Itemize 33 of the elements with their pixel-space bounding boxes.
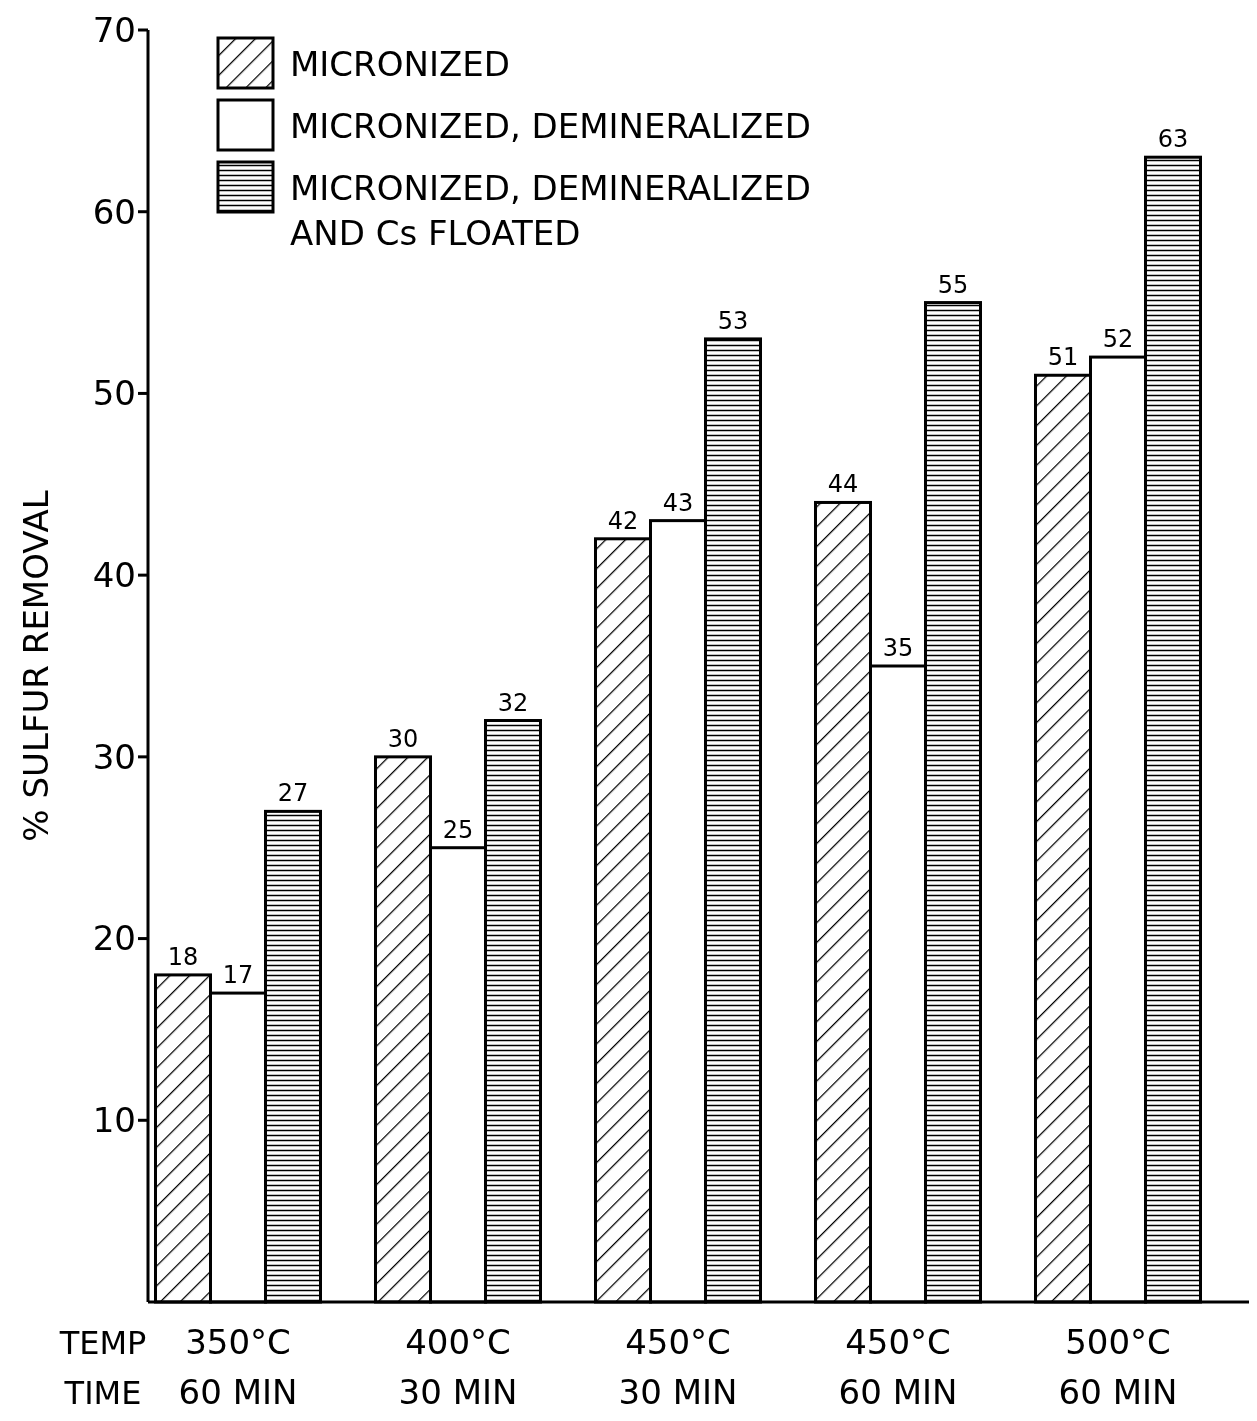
- y-axis-title: % SULFUR REMOVAL: [16, 490, 56, 842]
- data-label: 55: [937, 270, 969, 299]
- text: TIME: [63, 1374, 142, 1412]
- data-label: 27: [277, 779, 309, 808]
- data-label: 42: [607, 506, 639, 535]
- text: TEMP: [58, 1324, 147, 1362]
- data-label: 53: [717, 306, 749, 335]
- legend-label: MICRONIZED, DEMINERALIZED AND Cs FLOATED: [290, 168, 811, 253]
- y-tick-label: 40: [92, 555, 136, 596]
- y-tick-label: 10: [92, 1100, 136, 1141]
- data-label: 43: [662, 488, 694, 517]
- y-tick-label: 60: [92, 191, 136, 232]
- data-label: 51: [1047, 343, 1079, 372]
- data-label: 63: [1157, 125, 1189, 154]
- y-tick-label: 30: [92, 736, 136, 777]
- legend-label: MICRONIZED: [290, 44, 510, 84]
- data-label: 30: [387, 724, 419, 753]
- y-tick-label: 20: [92, 918, 136, 959]
- x-tick-label: 450°C 60 MIN: [838, 1322, 958, 1412]
- data-label: 52: [1102, 325, 1134, 354]
- y-tick-label: 70: [92, 9, 136, 50]
- data-label: 32: [497, 688, 529, 717]
- x-tick-label: 400°C 30 MIN: [398, 1322, 518, 1412]
- x-tick-label: 500°C 60 MIN: [1058, 1322, 1178, 1412]
- data-label: 44: [827, 470, 859, 499]
- x-tick-label: 350°C 60 MIN: [178, 1322, 298, 1412]
- data-label: 35: [882, 634, 914, 662]
- legend-label: MICRONIZED, DEMINERALIZED: [290, 106, 811, 146]
- y-tick-label: 50: [92, 373, 136, 414]
- data-label: 17: [222, 961, 254, 990]
- data-label: 18: [167, 942, 199, 971]
- x-tick-label: 450°C 30 MIN: [618, 1322, 738, 1412]
- data-label: 25: [442, 815, 474, 844]
